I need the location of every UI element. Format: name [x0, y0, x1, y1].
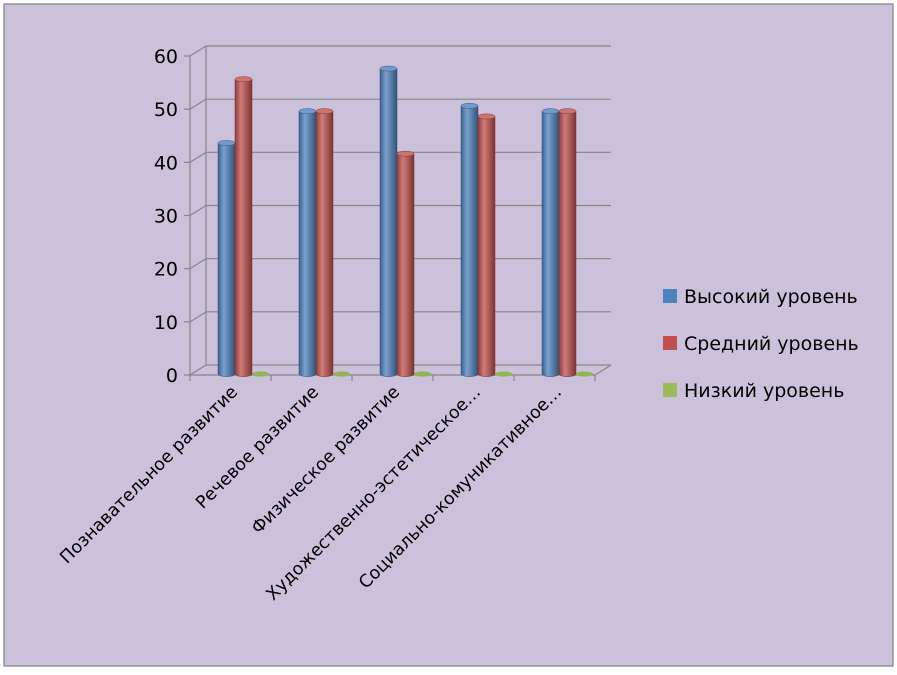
legend-label: Средний уровень: [684, 333, 859, 355]
bars: [217, 65, 593, 377]
gridline-side: [189, 204, 207, 217]
chart-background: [3, 3, 894, 667]
gridline-side: [189, 258, 207, 270]
bar: [217, 140, 236, 377]
legend-swatch: [663, 289, 677, 303]
legend-item: Высокий уровень: [663, 286, 858, 308]
bar: [252, 371, 269, 377]
bar: [495, 371, 512, 377]
y-tick-label: 40: [154, 152, 178, 174]
legend-swatch: [663, 336, 677, 350]
bar: [576, 371, 593, 377]
y-tick-label: 0: [166, 365, 178, 387]
bar: [234, 76, 253, 377]
y-axis-tick-labels: 0 10 20 30 40 50 60: [154, 46, 178, 387]
bar: [315, 108, 334, 377]
legend-swatch: [663, 383, 677, 397]
bar: [558, 108, 577, 377]
y-tick-label: 30: [154, 206, 178, 228]
bar: [414, 371, 431, 377]
bar: [460, 103, 479, 377]
floor-edge: [594, 364, 612, 376]
bar: [333, 371, 350, 377]
bar: [379, 65, 398, 377]
legend-label: Высокий уровень: [684, 286, 858, 308]
bar: [541, 108, 560, 377]
legend-item: Средний уровень: [663, 333, 859, 355]
y-tick-label: 50: [154, 99, 178, 121]
bar: [396, 150, 415, 377]
gridline-side: [189, 311, 207, 323]
gridline-side: [189, 151, 207, 163]
bar: [477, 113, 496, 377]
gridline-side: [189, 98, 207, 110]
y-tick-label: 20: [154, 259, 178, 281]
legend-label: Низкий уровень: [684, 380, 844, 402]
gridline-side: [189, 45, 207, 57]
legend-item: Низкий уровень: [663, 380, 844, 402]
bar: [298, 108, 317, 377]
gridline-side: [189, 364, 207, 376]
y-tick-label: 60: [154, 46, 178, 68]
legend: Высокий уровень Средний уровень Низкий уро…: [663, 286, 859, 402]
y-tick-label: 10: [154, 312, 178, 334]
